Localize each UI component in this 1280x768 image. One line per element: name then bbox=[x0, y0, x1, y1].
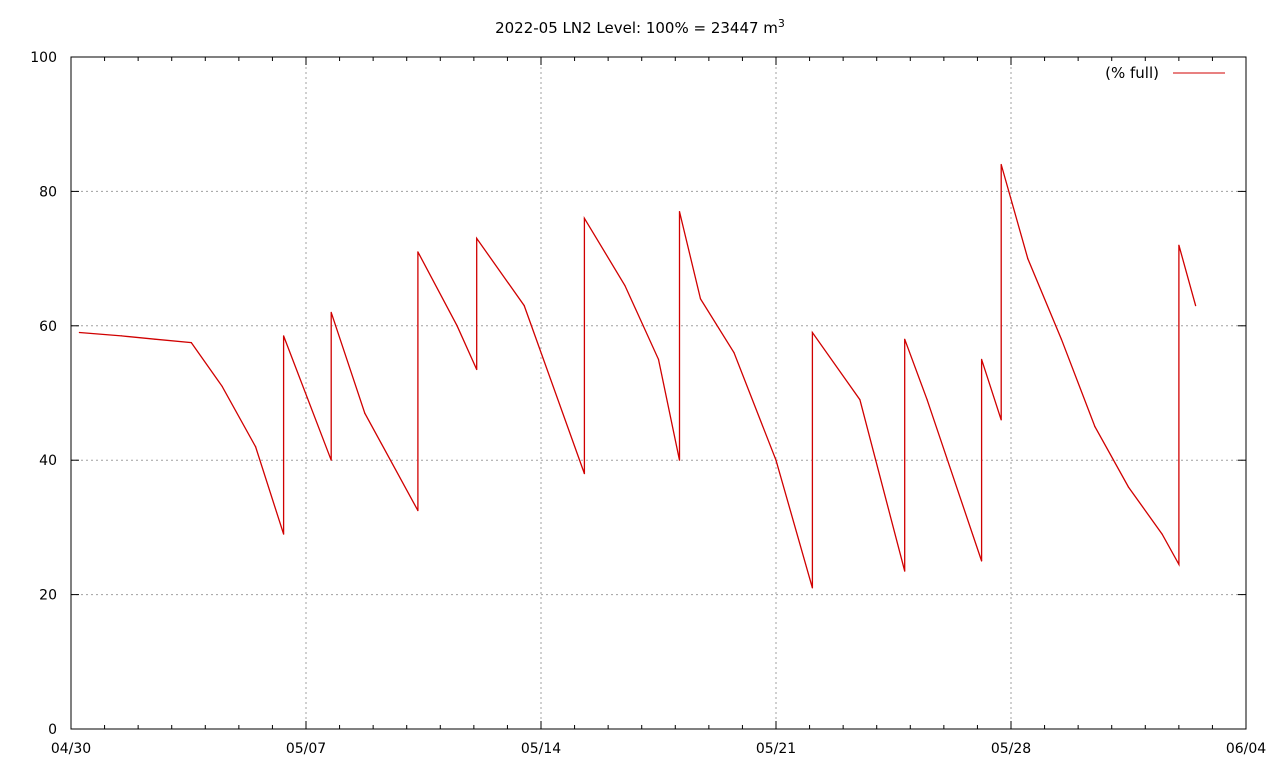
data-point bbox=[678, 459, 681, 461]
data-point bbox=[523, 305, 525, 307]
data-point bbox=[624, 284, 626, 287]
series-line bbox=[79, 164, 1197, 589]
data-point bbox=[1178, 563, 1180, 566]
x-tick-label: 05/14 bbox=[521, 741, 561, 757]
data-point bbox=[154, 338, 156, 340]
chart-title-superscript: 3 bbox=[778, 17, 785, 30]
data-point bbox=[1000, 163, 1002, 166]
data-point bbox=[456, 325, 458, 327]
data-point bbox=[364, 412, 366, 414]
chart-title: 2022-05 LN2 Level: 100% = 23447 m3 bbox=[495, 17, 785, 37]
data-point bbox=[190, 342, 192, 344]
data-point bbox=[811, 587, 814, 589]
legend-label: (% full) bbox=[1105, 64, 1159, 82]
data-point bbox=[657, 358, 660, 360]
y-tick-label: 100 bbox=[30, 50, 57, 66]
data-point bbox=[583, 217, 586, 219]
data-point bbox=[330, 311, 332, 313]
data-point bbox=[1127, 486, 1130, 488]
data-point bbox=[1000, 419, 1002, 421]
x-tick-label: 05/07 bbox=[286, 741, 326, 757]
x-tick-label: 05/28 bbox=[991, 741, 1031, 757]
data-point bbox=[476, 368, 478, 371]
data-point bbox=[904, 338, 906, 340]
data-point bbox=[417, 251, 419, 253]
data-point bbox=[417, 510, 419, 512]
data-point bbox=[811, 331, 814, 334]
data-point bbox=[283, 335, 285, 337]
data-point bbox=[981, 560, 983, 562]
data-point bbox=[926, 399, 928, 401]
y-tick-label: 20 bbox=[39, 588, 57, 604]
data-point bbox=[78, 331, 80, 334]
legend: (% full) bbox=[1105, 64, 1225, 82]
data-point bbox=[904, 570, 906, 572]
data-point bbox=[981, 358, 983, 360]
data-point bbox=[1161, 533, 1163, 535]
y-tick-label: 60 bbox=[39, 319, 57, 335]
chart-title-text: 2022-05 LN2 Level: 100% = 23447 m bbox=[495, 19, 778, 37]
data-point bbox=[476, 237, 478, 239]
y-tick-label: 0 bbox=[48, 722, 57, 738]
data-point bbox=[699, 298, 702, 300]
data-point bbox=[283, 533, 285, 535]
y-tick-label: 40 bbox=[39, 453, 57, 469]
plot-area bbox=[70, 56, 1247, 730]
data-point bbox=[678, 211, 681, 213]
x-axis: 04/30 05/07 05/14 05/21 05/28 06/04 bbox=[51, 741, 1266, 757]
data-point bbox=[330, 459, 332, 461]
data-point bbox=[733, 352, 735, 354]
y-tick-label: 80 bbox=[39, 184, 57, 200]
y-axis: 0 20 40 60 80 100 bbox=[30, 50, 57, 738]
x-tick-label: 04/30 bbox=[51, 741, 91, 757]
x-tick-label: 06/04 bbox=[1226, 741, 1266, 757]
data-point bbox=[255, 446, 257, 448]
data-point bbox=[775, 459, 777, 461]
x-tick-label: 05/21 bbox=[756, 741, 796, 757]
data-point bbox=[1195, 305, 1197, 307]
data-point bbox=[120, 335, 122, 337]
series-layer bbox=[78, 163, 1197, 589]
data-point bbox=[221, 385, 223, 387]
data-point bbox=[583, 473, 586, 475]
data-point bbox=[1178, 244, 1180, 246]
data-point bbox=[859, 399, 861, 401]
data-point bbox=[1027, 258, 1029, 260]
data-point bbox=[1060, 338, 1062, 340]
tick-marks bbox=[70, 56, 1247, 730]
data-point bbox=[1094, 426, 1096, 428]
grid bbox=[71, 57, 1246, 729]
